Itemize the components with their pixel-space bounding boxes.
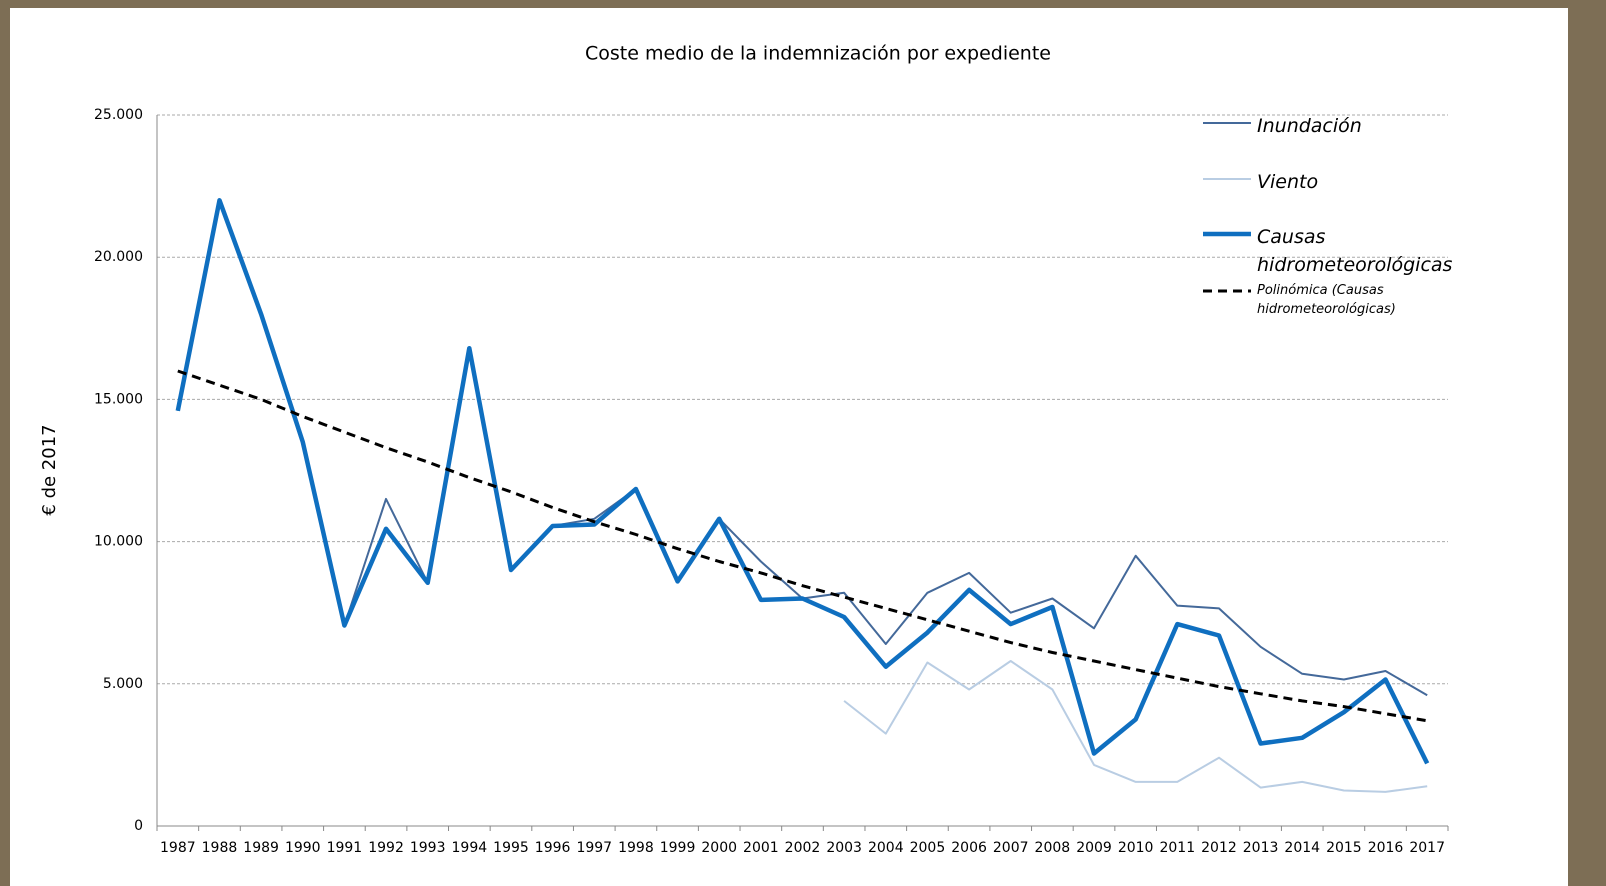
x-tick-label: 1989 <box>243 840 279 856</box>
legend-label: Polinómica (Causas hidrometeorológicas) <box>1257 283 1396 317</box>
chart-area: Coste medio de la indemnización por expe… <box>10 8 1568 886</box>
y-tick-label: 0 <box>134 818 143 834</box>
legend-label: Viento <box>1257 171 1319 193</box>
x-tick-label: 2014 <box>1284 840 1320 856</box>
y-tick-label: 20.000 <box>94 249 143 265</box>
x-tick-label: 1997 <box>576 840 612 856</box>
y-axis-label: € de 2017 <box>39 424 60 515</box>
legend-swatch <box>1203 178 1251 180</box>
y-tick-label: 25.000 <box>94 107 143 123</box>
y-tick-label: 10.000 <box>94 534 143 550</box>
x-tick-label: 1991 <box>327 840 363 856</box>
x-tick-label: 1988 <box>202 840 238 856</box>
x-tick-label: 2003 <box>826 840 862 856</box>
x-tick-label: 2016 <box>1368 840 1404 856</box>
legend-item: Causas hidrometeorológicas <box>1203 223 1457 279</box>
x-tick-label: 1999 <box>660 840 696 856</box>
x-tick-label: 2012 <box>1201 840 1237 856</box>
series-line <box>175 198 1430 765</box>
x-tick-label: 2008 <box>1035 840 1071 856</box>
x-tick-label: 2009 <box>1076 840 1112 856</box>
x-tick-label: 2004 <box>868 840 904 856</box>
series-line <box>177 369 1428 723</box>
x-tick-label: 2007 <box>993 840 1029 856</box>
series-line <box>843 660 1428 793</box>
legend-item: Viento <box>1203 168 1457 196</box>
x-tick-label: 1998 <box>618 840 654 856</box>
x-tick-label: 2013 <box>1243 840 1279 856</box>
chart-title: Coste medio de la indemnización por expe… <box>585 43 1051 65</box>
chart: Coste medio de la indemnización por expe… <box>39 43 1449 856</box>
x-tick-label: 1993 <box>410 840 446 856</box>
x-tick-label: 2000 <box>701 840 737 856</box>
x-tick-label: 2006 <box>951 840 987 856</box>
x-tick-label: 1995 <box>493 840 529 856</box>
legend-label: Inundación <box>1257 115 1362 137</box>
x-tick-label: 2011 <box>1159 840 1195 856</box>
legend-item: Polinómica (Causas hidrometeorológicas) <box>1203 281 1427 319</box>
legend-swatch <box>1203 231 1251 237</box>
x-tick-label: 2005 <box>910 840 946 856</box>
x-tick-label: 1992 <box>368 840 404 856</box>
x-tick-label: 1987 <box>160 840 196 856</box>
x-tick-label: 1990 <box>285 840 321 856</box>
x-tick-label: 2015 <box>1326 840 1362 856</box>
y-tick-label: 5.000 <box>103 676 143 692</box>
x-tick-label: 2002 <box>785 840 821 856</box>
x-tick-label: 2017 <box>1409 840 1445 856</box>
x-tick-label: 1996 <box>535 840 571 856</box>
legend-label: Causas hidrometeorológicas <box>1257 226 1453 276</box>
legend-item: Inundación <box>1203 112 1457 140</box>
x-tick-label: 2010 <box>1118 840 1154 856</box>
legend-swatch <box>1203 122 1251 124</box>
x-tick-label: 1994 <box>452 840 488 856</box>
y-tick-label: 15.000 <box>94 391 143 407</box>
x-tick-label: 2001 <box>743 840 779 856</box>
legend-swatch <box>1203 289 1251 293</box>
